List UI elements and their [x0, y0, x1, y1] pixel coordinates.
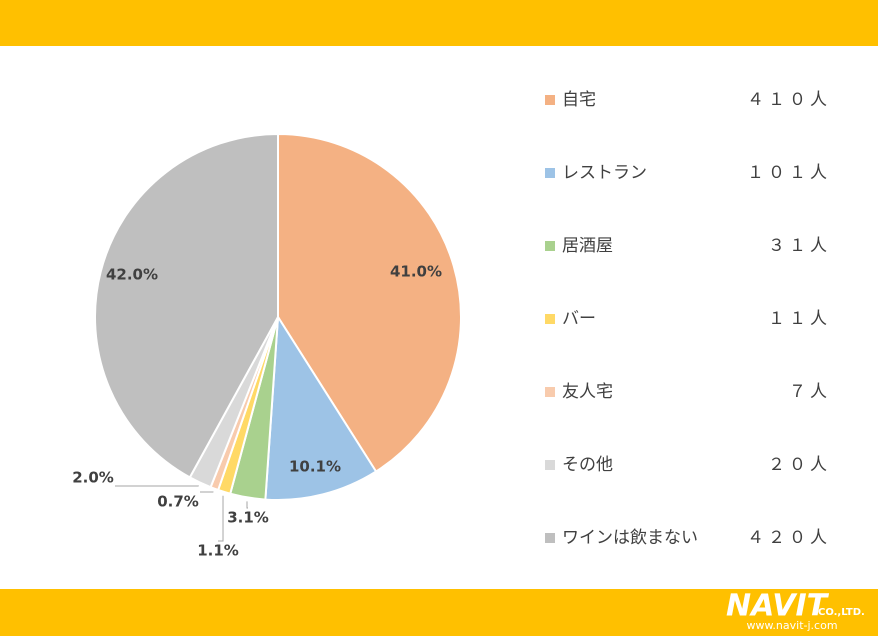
legend-label: 居酒屋	[562, 236, 613, 256]
data-label: 2.0%	[72, 469, 114, 487]
data-label: 10.1%	[289, 458, 341, 476]
count-label: ２０人	[768, 455, 831, 475]
pie-slice	[277, 132, 462, 473]
legend-swatch	[545, 168, 555, 178]
legend-label: 自宅	[562, 90, 596, 110]
legend-label: レストラン	[562, 163, 647, 183]
legend-swatch	[545, 460, 555, 470]
legend-label: 友人宅	[562, 382, 613, 402]
data-label: 0.7%	[157, 493, 199, 511]
legend-label: バー	[562, 309, 596, 329]
logo-url: www.navit-j.com	[746, 619, 837, 632]
count-label: ４２０人	[747, 528, 831, 548]
legend-swatch	[545, 387, 555, 397]
legend-swatch	[545, 95, 555, 105]
top-banner	[0, 0, 878, 46]
count-label: １１人	[768, 309, 831, 329]
legend-label: その他	[562, 455, 613, 475]
data-label: 41.0%	[390, 263, 442, 281]
leader-line	[218, 495, 224, 542]
leader-line	[246, 501, 248, 509]
data-label: 42.0%	[106, 266, 158, 284]
legend-label: ワインは飲まない	[562, 528, 698, 548]
count-label: ７人	[789, 382, 831, 402]
legend-swatch	[545, 314, 555, 324]
logo-name: NAVIT	[726, 589, 830, 624]
data-label: 1.1%	[197, 542, 239, 560]
pie-slice	[94, 132, 279, 479]
data-label: 3.1%	[227, 509, 269, 527]
count-label: １０１人	[747, 163, 831, 183]
legend-swatch	[545, 533, 555, 543]
bottom-banner	[0, 589, 878, 636]
logo-suffix: CO.,LTD.	[818, 607, 865, 618]
count-label: ３１人	[768, 236, 831, 256]
pie-slice	[264, 313, 378, 501]
count-label: ４１０人	[747, 90, 831, 110]
legend-swatch	[545, 241, 555, 251]
